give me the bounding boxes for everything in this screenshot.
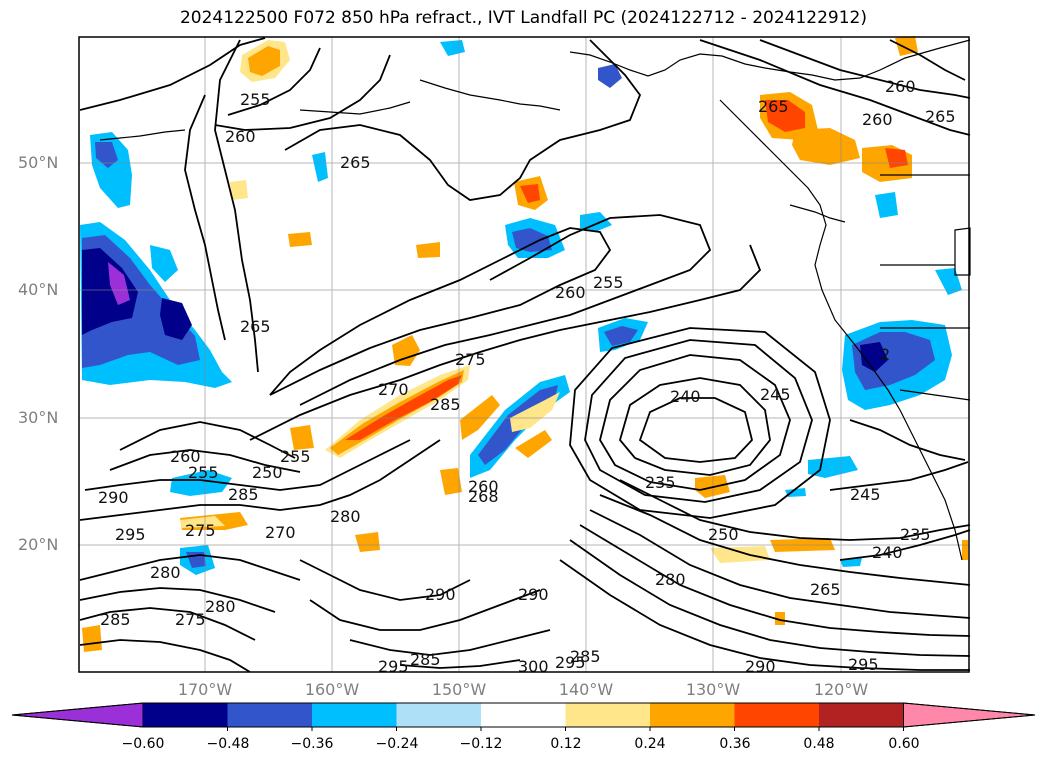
contour-label: 265 — [240, 317, 271, 336]
contour-label: 260 — [862, 110, 893, 129]
map-frame — [78, 36, 970, 673]
lat-label: 20°N — [18, 535, 59, 554]
lon-label: 150°W — [431, 680, 487, 699]
contour-label: 285 — [570, 647, 601, 666]
colorbar-segment — [143, 703, 228, 727]
colorbar-segment — [650, 703, 735, 727]
contour-label: 250 — [252, 463, 283, 482]
coastlines — [99, 39, 971, 561]
colorbar-tick-label: −0.48 — [206, 736, 250, 752]
filled-contours — [80, 36, 968, 652]
colorbar-extend-left — [11, 702, 144, 728]
colorbar — [11, 702, 1036, 731]
contour-label: 265 — [758, 97, 789, 116]
colorbar-outline — [11, 702, 1036, 728]
contour-label: 285 — [410, 650, 441, 669]
contour-label: 280 — [205, 597, 236, 616]
contour-labels: 255 260 265 260 265 255 260 265 260 255 … — [98, 77, 956, 676]
colorbar-tick-label: 0.36 — [719, 736, 751, 752]
lon-label: 120°W — [813, 680, 869, 699]
contour-label: 240 — [670, 387, 701, 406]
graticule — [79, 37, 969, 672]
contour-label: 275 — [185, 521, 216, 540]
contour-label: 285 — [100, 610, 131, 629]
contour-label: 275 — [175, 610, 206, 629]
contour-label: 295 — [555, 653, 586, 672]
lon-label: 170°W — [177, 680, 233, 699]
colorbar-extend-right — [903, 702, 1036, 728]
contour-label: 260 — [468, 477, 499, 496]
colorbar-tick-label: 0.12 — [550, 736, 582, 752]
colorbar-tick-label: 0.60 — [888, 736, 920, 752]
colorbar-segment — [396, 703, 481, 727]
colorbar-segment — [734, 703, 819, 727]
lon-label: 140°W — [558, 680, 614, 699]
colorbar-segment — [819, 703, 904, 727]
contour-label: 270 — [265, 523, 296, 542]
colorbar-segment — [312, 703, 397, 727]
contour-label: 240 — [872, 543, 903, 562]
contour-label: 295 — [378, 657, 409, 676]
contour-label: 265 — [340, 153, 371, 172]
contour-label: 245 — [760, 385, 791, 404]
contour-label: 245 — [850, 485, 881, 504]
lat-label: 30°N — [18, 408, 59, 427]
colorbar-tick-label: 0.48 — [803, 736, 835, 752]
contour-label: 280 — [330, 507, 361, 526]
colorbar-tick-label: −0.60 — [121, 736, 165, 752]
contour-label: 280 — [655, 570, 686, 589]
contour-label: 270 — [378, 380, 409, 399]
lon-label: 160°W — [304, 680, 360, 699]
colorbar-segment — [565, 703, 650, 727]
contour-label: 260 — [555, 283, 586, 302]
contour-label: 2 — [880, 345, 890, 364]
contour-label: 300 — [518, 657, 549, 676]
contour-label: 255 — [240, 90, 271, 109]
contour-label: 255 — [188, 463, 219, 482]
colorbar-segment — [481, 703, 566, 727]
contour-label: 290 — [425, 585, 456, 604]
contour-label: 265 — [810, 580, 841, 599]
contour-label: 260 — [885, 77, 916, 96]
contour-label: 280 — [150, 563, 181, 582]
contour-label: 235 — [900, 525, 931, 544]
contour-label: 255 — [593, 273, 624, 292]
colorbar-tick-label: 0.24 — [634, 736, 666, 752]
lat-label: 50°N — [18, 153, 59, 172]
contour-label: 295 — [115, 525, 146, 544]
contour-label: 290 — [518, 585, 549, 604]
colorbar-tick-label: −0.24 — [375, 736, 419, 752]
contour-label: 265 — [925, 107, 956, 126]
colorbar-tick-label: −0.36 — [290, 736, 334, 752]
contour-label: 255 — [280, 447, 311, 466]
contour-label: 275 — [455, 350, 486, 369]
lon-label: 130°W — [685, 680, 741, 699]
contour-label: 295 — [848, 655, 879, 674]
isolines — [79, 37, 971, 673]
colorbar-tick-label: −0.12 — [459, 736, 503, 752]
contour-label: 285 — [228, 485, 259, 504]
contour-label: 260 — [225, 127, 256, 146]
contour-label: 250 — [708, 525, 739, 544]
contour-label: 285 — [430, 395, 461, 414]
colorbar-segment — [227, 703, 312, 727]
contour-label: 260 — [170, 447, 201, 466]
contour-label: 290 — [98, 488, 129, 507]
lat-label: 40°N — [18, 280, 59, 299]
map-title: 2024122500 F072 850 hPa refract., IVT La… — [179, 8, 867, 28]
contour-label: 235 — [645, 473, 676, 492]
contour-label: 268 — [468, 487, 499, 506]
contour-label: 290 — [745, 657, 776, 676]
